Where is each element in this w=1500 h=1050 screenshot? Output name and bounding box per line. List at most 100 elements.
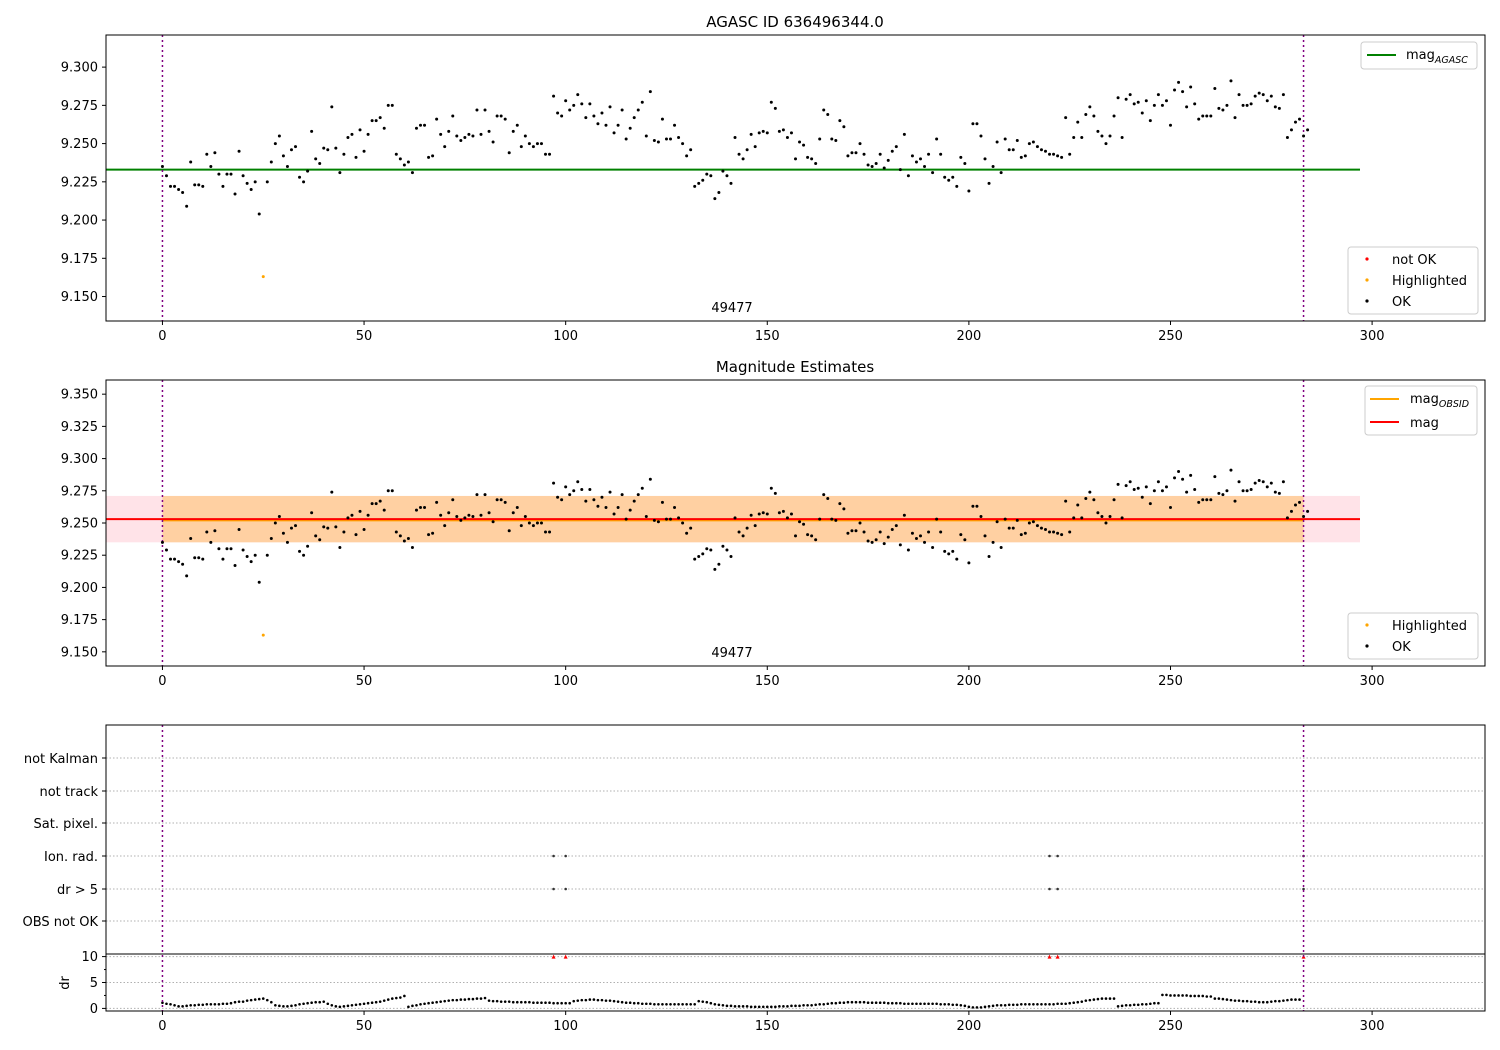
p2-point-ok <box>757 512 761 516</box>
legend-marker-ok-2 <box>1365 644 1369 648</box>
dr-point <box>161 1001 164 1005</box>
dr-point <box>588 998 592 1001</box>
dr-point <box>713 1002 717 1006</box>
dr-point <box>721 1004 725 1007</box>
flag-label-0: not Kalman <box>24 752 98 767</box>
p1-point-ok <box>459 139 463 143</box>
p2-point-ok <box>398 534 402 538</box>
p1-point-ok <box>773 106 777 110</box>
p2-point-ok <box>527 521 531 525</box>
p1-point-ok <box>1116 96 1120 100</box>
p2-point-ok <box>1273 490 1277 494</box>
p1-point-ok <box>507 151 511 155</box>
p2-xtick-label-6: 300 <box>1360 674 1385 689</box>
dr-point <box>729 1004 733 1008</box>
p2-point-ok <box>664 517 668 521</box>
dr-point <box>1084 999 1088 1002</box>
p1-point-ok <box>451 114 455 118</box>
p1-point-ok <box>443 145 447 149</box>
p1-point-ok <box>257 212 261 216</box>
p1-point-ok <box>963 161 967 165</box>
p1-point-ok <box>306 169 310 173</box>
p1-point-ok <box>1080 135 1084 139</box>
p2-point-ok <box>572 489 576 493</box>
p2-point-ok <box>1023 531 1027 535</box>
dr-point <box>395 996 398 1000</box>
p1-point-ok <box>318 161 322 165</box>
p2-point-ok <box>914 536 918 540</box>
dr-point <box>290 1004 293 1008</box>
p2-point-ok <box>1140 495 1144 499</box>
p2-point-ok <box>1285 516 1289 520</box>
dr-point <box>1076 1000 1080 1004</box>
p2-point-ok <box>1261 480 1265 484</box>
p2-point-ok <box>753 524 757 528</box>
p2-ytick-label-3: 9.225 <box>61 549 98 564</box>
p2-point-ok <box>189 536 193 540</box>
p1-point-ok <box>169 184 173 188</box>
p2-point-ok <box>185 574 189 578</box>
dr-point <box>1249 1000 1253 1003</box>
p1-point-ok <box>531 145 535 149</box>
dr-point <box>669 1002 672 1006</box>
dr-point <box>459 998 463 1001</box>
dr-ytick-label-2: 10 <box>81 950 98 965</box>
p2-point-ok <box>1088 490 1092 494</box>
p2-point-ok <box>354 533 358 537</box>
flag-point <box>1048 887 1051 891</box>
p2-point-ok <box>628 508 632 512</box>
p2-point-ok <box>568 493 572 497</box>
svg-text:magAGASC: magAGASC <box>1406 48 1468 66</box>
p1-point-ok <box>620 108 624 112</box>
dr-point <box>1290 998 1293 1001</box>
p2-point-ok <box>560 498 564 502</box>
p2-point-ok <box>1076 503 1080 507</box>
p1-point-ok <box>935 137 939 141</box>
p1-point-ok <box>1056 154 1060 158</box>
p2-point-ok <box>838 502 842 506</box>
p1-point-ok <box>189 160 193 164</box>
dr-point <box>540 1001 543 1005</box>
p1-point-highlighted <box>261 275 265 279</box>
p2-ytick-label-5: 9.275 <box>61 484 98 499</box>
p1-point-ok <box>552 94 556 98</box>
p1-point-ok <box>1265 99 1269 103</box>
dr-point <box>890 1001 894 1005</box>
p1-point-ok <box>1052 152 1056 156</box>
p2-point-ok <box>842 507 846 511</box>
p1-point-ok <box>850 151 854 155</box>
dr-point <box>423 1002 426 1006</box>
p2-point-ok <box>749 513 753 517</box>
dr-point <box>657 1002 660 1006</box>
p2-point-ok <box>640 486 644 490</box>
p2-point-ok <box>281 531 285 535</box>
dr-point <box>278 1004 281 1008</box>
p2-point-ok <box>1177 469 1181 473</box>
dr-point <box>310 1001 313 1005</box>
dr-point <box>528 1000 531 1004</box>
p2-point-ok <box>935 517 939 521</box>
dr-point <box>1112 997 1116 1000</box>
p1-point-ok <box>249 187 253 191</box>
p2-xtick-label-0: 0 <box>158 674 166 689</box>
p1-point-ok <box>1177 80 1181 84</box>
panel-flags-dr: not Kalman not track Sat. pixel. Ion. rad. d… <box>23 724 1486 1034</box>
dr-point <box>778 1005 781 1008</box>
p2-point-ok <box>983 534 987 538</box>
p2-xtick-label-3: 150 <box>755 674 780 689</box>
dr-point <box>1241 999 1245 1003</box>
dr-point <box>1201 994 1205 998</box>
p2-point-ok <box>681 521 685 525</box>
p1-point-ok <box>749 132 753 136</box>
p1-point-ok <box>491 140 495 144</box>
dr-point <box>927 1002 930 1006</box>
p2-point-ok <box>1281 480 1285 484</box>
dr-ytick-label-0: 0 <box>90 1002 98 1017</box>
dr-point <box>850 1000 854 1004</box>
p1-point-ok <box>604 123 608 127</box>
dr-point <box>612 999 616 1003</box>
dr-point <box>665 1002 668 1006</box>
dr-point <box>483 996 487 1000</box>
dr-point <box>592 998 596 1001</box>
p1-point-ok <box>1039 148 1043 152</box>
